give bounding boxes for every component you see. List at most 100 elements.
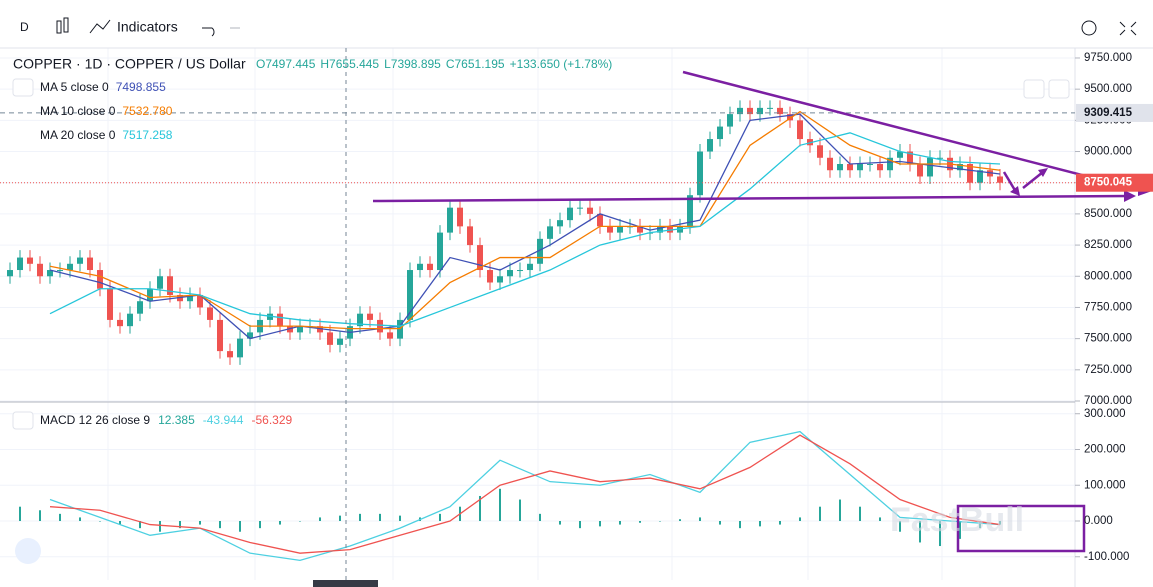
- candle-body: [167, 276, 173, 295]
- candle-body: [907, 151, 913, 165]
- ohlc-value: +133.650 (+1.78%): [510, 57, 613, 71]
- candle-body: [967, 164, 973, 183]
- candle-body: [837, 164, 843, 171]
- ohlc-values: O7497.445 H7655.445 L7398.895 C7651.195 +133…: [256, 57, 612, 71]
- scroll-button[interactable]: [1023, 79, 1045, 99]
- legend-name: MA 5 close 0: [40, 80, 109, 94]
- candle-body: [477, 245, 483, 271]
- candle-body: [587, 207, 593, 214]
- candle-body: [717, 126, 723, 140]
- histogram-bar: [759, 521, 761, 527]
- settings-button[interactable]: [1081, 20, 1097, 36]
- candle-body: [757, 107, 763, 115]
- candle-body: [47, 270, 53, 277]
- candle-body: [617, 226, 623, 233]
- candle-body: [17, 257, 23, 271]
- histogram-bar: [599, 521, 601, 527]
- price-label-box: [1076, 173, 1153, 192]
- histogram-bar: [619, 521, 621, 525]
- y-tick-label: 7250.000: [1084, 364, 1132, 376]
- collapse-button: [12, 78, 34, 97]
- histogram-bar: [799, 517, 801, 521]
- candle-body: [917, 164, 923, 177]
- candle-body: [387, 332, 393, 339]
- candle-body: [137, 301, 143, 314]
- candle-body: [237, 338, 243, 358]
- candle-body: [547, 226, 553, 239]
- watermark: FastBull: [890, 501, 1024, 539]
- candle-body: [57, 270, 63, 272]
- candle-body: [117, 319, 123, 327]
- ma-line: [49, 132, 1001, 327]
- fullscreen-button[interactable]: [1119, 21, 1137, 36]
- legend-name: MA 10 close 0: [40, 104, 116, 118]
- candle-body: [707, 139, 713, 152]
- candle-body: [767, 107, 773, 109]
- histogram-bar: [339, 515, 341, 521]
- indicators-button[interactable]: Indicators: [117, 19, 178, 35]
- logo: [15, 538, 41, 564]
- histogram-bar: [139, 521, 141, 529]
- timeframe-button[interactable]: D: [20, 20, 29, 34]
- y-tick-label: 7750.000: [1084, 301, 1132, 313]
- indicators-icon[interactable]: [89, 19, 111, 34]
- candle-body: [527, 263, 533, 271]
- ohlc-value: C7651.195: [446, 57, 505, 71]
- candle-body: [487, 270, 493, 283]
- candle-body: [957, 164, 963, 171]
- candle-body: [817, 145, 823, 158]
- candle-body: [857, 164, 863, 171]
- candle-body: [297, 326, 303, 333]
- histogram-bar: [259, 521, 261, 529]
- y-tick-label: 9750.000: [1084, 52, 1132, 64]
- histogram-bar: [879, 517, 881, 521]
- candle-body: [927, 157, 933, 177]
- histogram-bar: [679, 519, 681, 521]
- candle-body: [497, 276, 503, 283]
- histogram-bar: [959, 521, 961, 539]
- candle-body: [537, 238, 543, 264]
- histogram-bar: [279, 521, 281, 525]
- candle-body: [797, 120, 803, 140]
- y-tick-label: 8500.000: [1084, 208, 1132, 220]
- y-tick-label: 9500.000: [1084, 83, 1132, 95]
- candle-body: [827, 157, 833, 171]
- histogram-bar: [859, 506, 861, 521]
- histogram-bar: [559, 521, 561, 525]
- candle-body: [7, 270, 13, 277]
- candle-body: [337, 338, 343, 345]
- y-tick-label: 0.000: [1084, 515, 1113, 527]
- histogram-bar: [19, 506, 21, 521]
- candle-body: [607, 226, 613, 233]
- candle-body: [247, 332, 253, 339]
- histogram-bar: [399, 515, 401, 521]
- macd-value: 12.385: [158, 413, 195, 427]
- candle-body: [407, 270, 413, 320]
- candle-body: [557, 220, 563, 227]
- candle-body: [737, 107, 743, 115]
- candle-body: [77, 257, 83, 264]
- candle-body: [747, 107, 753, 115]
- candle-body: [217, 319, 223, 352]
- price-label: 9309.415: [1084, 107, 1133, 119]
- chart-style-button[interactable]: [56, 17, 69, 34]
- candle-body: [377, 319, 383, 333]
- histogram-bar: [379, 513, 381, 521]
- histogram-bar: [579, 521, 581, 529]
- trend-drawings: [372, 70, 1141, 553]
- candle-body: [687, 195, 693, 227]
- candle-body: [567, 207, 573, 221]
- reset-button[interactable]: [1048, 79, 1070, 99]
- candle-body: [577, 207, 583, 209]
- collapse-button[interactable]: [12, 411, 34, 430]
- y-tick-label: 7500.000: [1084, 333, 1132, 345]
- histogram-bar: [119, 521, 121, 525]
- candle-body: [87, 257, 93, 271]
- legend-value: 7532.780: [122, 104, 172, 118]
- histogram-bar: [299, 521, 301, 522]
- candle-body: [157, 276, 163, 289]
- undo-button[interactable]: [202, 27, 215, 37]
- candle-body: [887, 157, 893, 171]
- y-tick-label: 200.000: [1084, 444, 1126, 456]
